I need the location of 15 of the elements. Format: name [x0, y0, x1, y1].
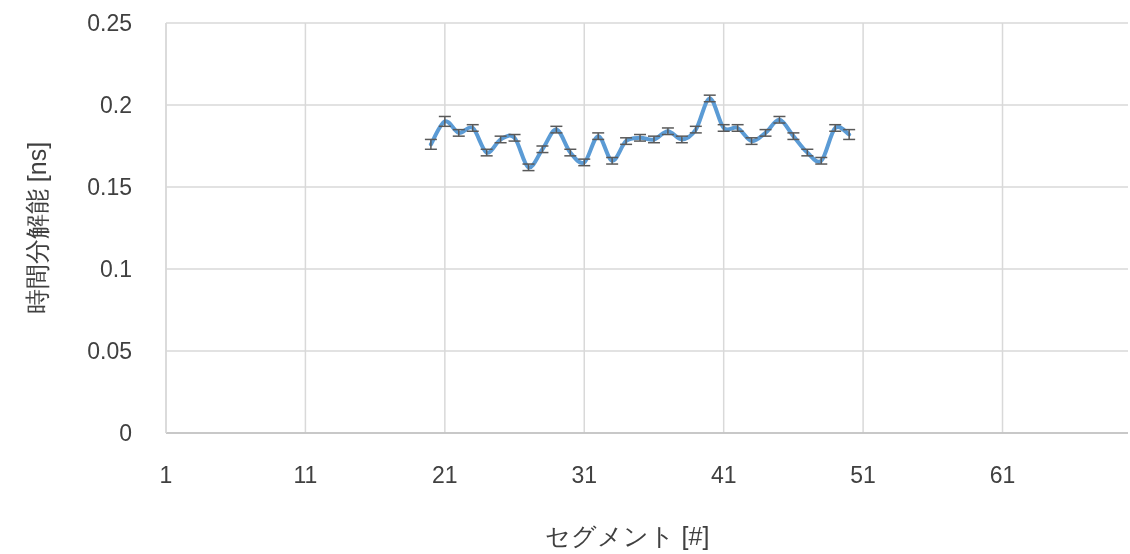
y-axis-title: 時間分解能 [ns] [23, 141, 51, 315]
x-tick-label: 61 [989, 462, 1016, 488]
y-tick-label: 0.25 [87, 10, 132, 36]
x-axis-title: セグメント [#] [544, 522, 710, 550]
x-tick-label: 51 [850, 462, 876, 488]
x-tick-label: 11 [293, 462, 318, 488]
y-tick-label: 0 [119, 420, 132, 446]
y-tick-label: 0.1 [100, 256, 132, 282]
y-tick-label: 0.05 [87, 338, 132, 364]
x-tick-label: 31 [571, 462, 598, 488]
x-tick-label: 21 [432, 462, 458, 488]
y-tick-label: 0.15 [87, 174, 132, 200]
y-tick-label: 0.2 [100, 92, 132, 118]
x-tick-label: 1 [159, 462, 173, 488]
x-tick-label: 41 [710, 462, 737, 488]
